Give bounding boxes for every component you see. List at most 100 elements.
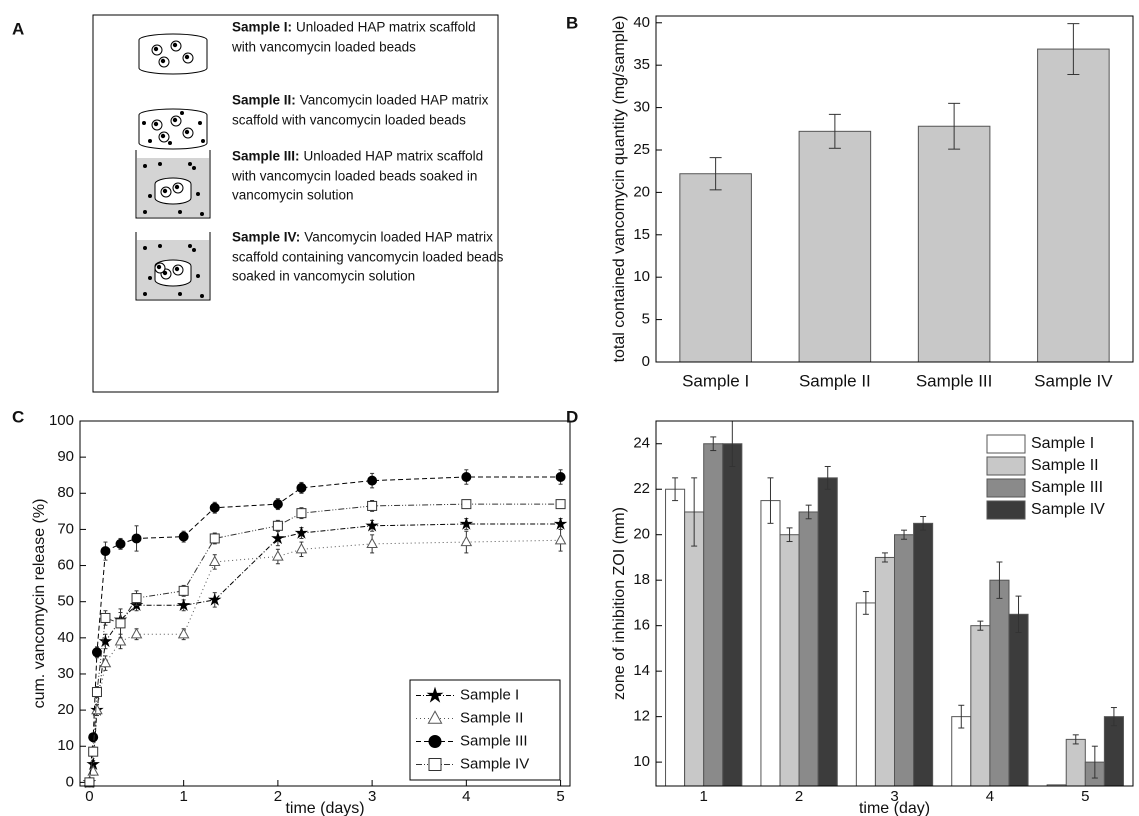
x-tick-label: 5 [1081,788,1089,805]
marker [461,499,472,510]
dot [188,162,192,166]
dot [196,192,200,196]
marker [296,482,307,493]
plot-frame [79,420,571,787]
y-tick-label: 25 [633,141,650,158]
y-axis-label: zone of inhibition ZOI (mm) [611,507,628,700]
legend-label: Sample IV [1031,501,1105,518]
bar [817,477,838,787]
y-tick-label: 20 [633,526,650,543]
dot [168,141,172,145]
y-tick-label: 10 [633,268,650,285]
item-text: soaked in vancomycin solution [232,269,415,284]
x-tick-label: 5 [556,788,564,805]
dot [188,244,192,248]
dot [201,139,205,143]
marker [272,520,283,531]
x-tick-label: Sample IV [1034,371,1113,390]
marker [271,531,285,545]
marker [114,635,127,646]
y-tick-label: 35 [633,56,650,73]
item-text: with vancomycin loaded beads [231,40,416,55]
bar [1037,48,1110,363]
marker [367,500,378,511]
y-tick-label: 18 [633,571,650,588]
x-tick-label: 2 [795,788,803,805]
bar [913,522,934,787]
panel-letter: B [566,13,578,32]
bead-core [156,264,162,270]
y-axis-label: cum. vancomycin release (%) [31,499,48,709]
dot [143,246,147,250]
marker [554,533,567,545]
item-text: with vancomycin loaded beads soaked in [231,169,477,184]
marker [100,612,111,623]
panel-a-frame [92,14,499,393]
dot [143,210,147,214]
y-tick-label: 10 [633,753,650,770]
item-label: Sample I: [232,20,292,35]
x-axis-label: time (day) [859,800,930,816]
marker [555,499,566,510]
legend-swatch [986,456,1026,476]
marker [177,627,190,639]
dot [148,194,152,198]
plot-frame [655,420,1134,787]
bar [989,579,1010,787]
marker [91,647,102,658]
y-tick-label: 0 [642,353,650,370]
item-text: Unloaded HAP matrix scaffold [296,20,476,35]
bar [917,125,991,363]
marker [209,502,220,513]
marker [459,516,474,530]
marker [367,475,378,486]
dot [158,162,162,166]
marker [178,585,189,596]
dot [192,166,196,170]
marker [176,598,191,612]
x-tick-label: 3 [890,788,898,805]
item-text: Unloaded HAP matrix scaffold [304,149,484,164]
x-tick-label: 0 [85,788,93,805]
bar [1065,738,1086,787]
bead-core [160,133,166,139]
dot [180,111,184,115]
dot [178,210,182,214]
bar [779,534,800,787]
marker [553,516,568,530]
beaker [135,232,211,301]
marker [555,472,566,483]
y-tick-label: 30 [57,665,74,682]
legend-label: Sample I [1031,435,1094,452]
panel-letter: A [12,19,24,38]
y-tick-label: 50 [57,593,74,610]
dot [158,244,162,248]
marker [426,686,444,703]
y-tick-label: 10 [57,737,74,754]
bar [1008,613,1029,787]
item-text: Vancomycin loaded HAP matrix [300,93,489,108]
marker [88,746,99,757]
marker [366,537,378,548]
marker [208,592,222,606]
x-tick-label: 2 [274,788,282,805]
marker [272,550,284,561]
bead-core [160,58,166,64]
marker [208,555,221,567]
dot [198,121,202,125]
y-tick-label: 40 [633,14,650,31]
y-tick-label: 30 [633,99,650,116]
marker [84,777,95,788]
bar [970,625,991,787]
marker [294,525,309,539]
dot [148,139,152,143]
x-tick-label: Sample I [682,371,749,390]
x-tick-label: 4 [986,788,994,805]
item-text: scaffold with vancomycin loaded beads [232,113,466,128]
x-tick-label: 1 [179,788,187,805]
item-label: Sample II: [232,93,296,108]
y-tick-label: 40 [57,629,74,646]
bead-core [172,42,178,48]
bead-core [153,121,159,127]
